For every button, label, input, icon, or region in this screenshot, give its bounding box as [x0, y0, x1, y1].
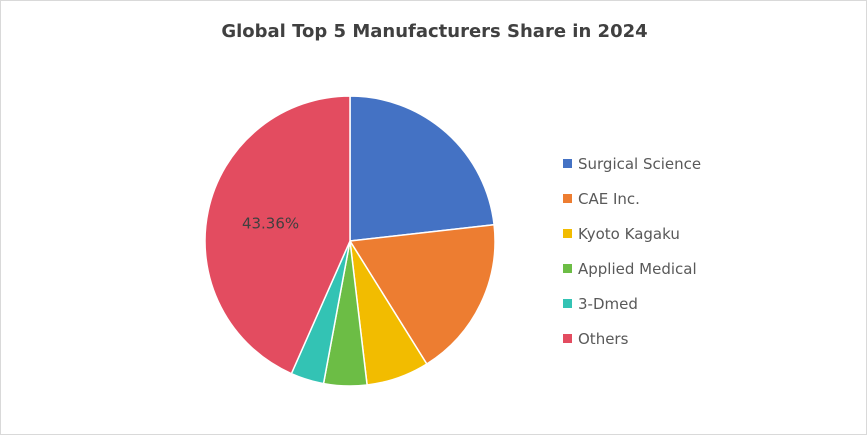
legend-label: Applied Medical — [578, 259, 697, 278]
legend-label: CAE Inc. — [578, 189, 640, 208]
legend-swatch — [563, 264, 572, 273]
legend-item-applied-medical: Applied Medical — [563, 251, 701, 286]
legend-swatch — [563, 159, 572, 168]
legend-label: Others — [578, 329, 629, 348]
legend-item-surgical-science: Surgical Science — [563, 146, 701, 181]
legend-swatch — [563, 229, 572, 238]
legend-swatch — [563, 299, 572, 308]
legend-item-3-dmed: 3-Dmed — [563, 286, 701, 321]
chart-legend: Surgical Science CAE Inc. Kyoto Kagaku Appl… — [563, 146, 701, 356]
pie-slices — [204, 95, 496, 387]
legend-swatch — [563, 334, 572, 343]
pie-slice-cae-inc — [348, 223, 496, 366]
legend-label: Kyoto Kagaku — [578, 224, 680, 243]
pie-slice-others — [204, 95, 351, 375]
legend-item-kyoto-kagaku: Kyoto Kagaku — [563, 216, 701, 251]
legend-label: Surgical Science — [578, 154, 702, 173]
pie-slice-surgical-science — [349, 95, 495, 242]
legend-item-others: Others — [563, 321, 701, 356]
legend-item-cae-inc: CAE Inc. — [563, 181, 701, 216]
data-label-others: 43.36% — [242, 215, 299, 233]
pie-data-labels: 43.36% — [242, 215, 299, 233]
legend-swatch — [563, 194, 572, 203]
chart-title: Global Top 5 Manufacturers Share in 2024 — [221, 21, 648, 42]
legend-label: 3-Dmed — [578, 294, 638, 313]
